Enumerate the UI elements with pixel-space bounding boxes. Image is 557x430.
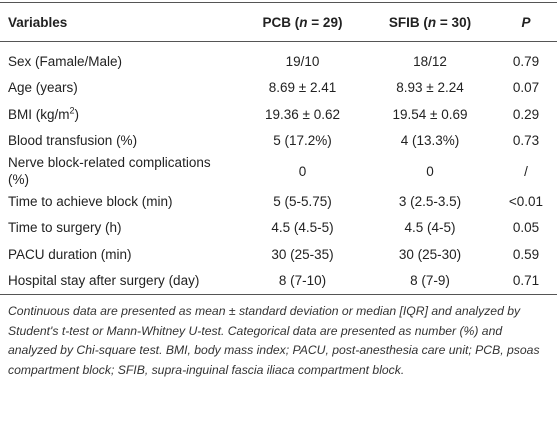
table-cell: 19.54 ± 0.69 [392, 106, 468, 122]
table-cell: 5 (5-5.75) [273, 193, 332, 209]
table-row: Age (years) 8.69 ± 2.41 8.93 ± 2.24 0.07 [0, 75, 557, 102]
table-cell: Hospital stay after surgery (day) [8, 273, 200, 289]
table-cell: <0.01 [508, 193, 544, 209]
header-row: Variables PCB (n = 29) SFIB (n = 30) P [0, 2, 557, 42]
table-cell: PACU duration (min) [8, 246, 132, 262]
table-cell: Time to achieve block (min) [8, 193, 173, 209]
table-cell: 30 (25-30) [398, 246, 462, 262]
table-cell: 5 (17.2%) [273, 133, 332, 149]
table-cell: 0.05 [512, 220, 540, 236]
table-cell: 3 (2.5-3.5) [398, 193, 462, 209]
cell-text: = 30) [436, 14, 472, 30]
table-cell: 0.59 [512, 246, 540, 262]
table-cell: 8.93 ± 2.24 [396, 80, 464, 96]
table-body: Sex (Famale/Male) 19/10 18/12 0.79 Age (year… [0, 42, 557, 295]
table-cell: Sex (Famale/Male) [8, 53, 123, 69]
header-cell: SFIB (n = 30) [365, 3, 495, 42]
table-row: Time to surgery (h) 4.5 (4.5-5) 4.5 (4-5) 0… [0, 215, 557, 242]
table-cell: 0.29 [512, 106, 540, 122]
table-cell: 0.79 [512, 53, 540, 69]
table-cell: 19/10 [285, 53, 320, 69]
table-cell: 0 [426, 163, 434, 179]
cell-text: ) [74, 106, 80, 122]
table-cell: 8 (7-9) [410, 273, 450, 289]
table-cell: Blood transfusion (%) [8, 133, 138, 149]
table-cell: 4.5 (4.5-5) [271, 220, 334, 236]
table-cell: / [524, 163, 528, 179]
table-cell: 0.73 [512, 133, 540, 149]
table-cell: 0.07 [512, 80, 540, 96]
table-cell: 8 (7-10) [278, 273, 327, 289]
table-row: Time to achieve block (min) 5 (5-5.75) 3 (… [0, 188, 557, 215]
header-cell: PCB (n = 29) [240, 3, 365, 42]
table-cell: 18/12 [413, 53, 447, 69]
cell-text: n [299, 14, 308, 30]
cell-text: 2 [69, 105, 75, 116]
table-cell: 4 (13.3%) [400, 133, 460, 149]
table-row: Nerve block-related complications (%) 0 0 / [0, 154, 557, 188]
cell-text: PCB ( [262, 14, 300, 30]
table-cell: 0.71 [512, 273, 540, 289]
table-cell: 19.36 ± 0.62 [265, 106, 340, 122]
cell-text: n [427, 14, 437, 30]
table-row: Sex (Famale/Male) 19/10 18/12 0.79 [0, 42, 557, 75]
table-cell: 8.69 ± 2.41 [268, 80, 337, 96]
table-row: Hospital stay after surgery (day) 8 (7-10… [0, 268, 557, 295]
table-cell: 0 [298, 163, 307, 179]
table-cell: 4.5 (4-5) [404, 220, 456, 236]
table-cell: Age (years) [8, 80, 78, 96]
header-cell: Variables [8, 14, 68, 30]
table-cell: Time to surgery (h) [8, 220, 122, 236]
table-row: PACU duration (min) 30 (25-35) 30 (25-30) 0… [0, 241, 557, 268]
footnote: Continuous data are presented as mean ± … [8, 304, 540, 377]
table-row: Blood transfusion (%) 5 (17.2%) 4 (13.3%) 0… [0, 128, 557, 155]
table-cell: Nerve block-related complications (%) [8, 155, 211, 187]
data-table: Variables PCB (n = 29) SFIB (n = 30) P Sex … [0, 2, 557, 295]
cell-text: SFIB ( [388, 14, 428, 30]
table-cell: BMI (kg/m2) [0, 101, 240, 128]
header-cell: P [521, 14, 531, 30]
cell-text: BMI (kg/m [8, 106, 70, 122]
cell-text: = 29) [307, 14, 343, 30]
table-cell: 30 (25-35) [271, 246, 334, 262]
table-row: BMI (kg/m2) 19.36 ± 0.62 19.54 ± 0.69 0.29 [0, 101, 557, 128]
